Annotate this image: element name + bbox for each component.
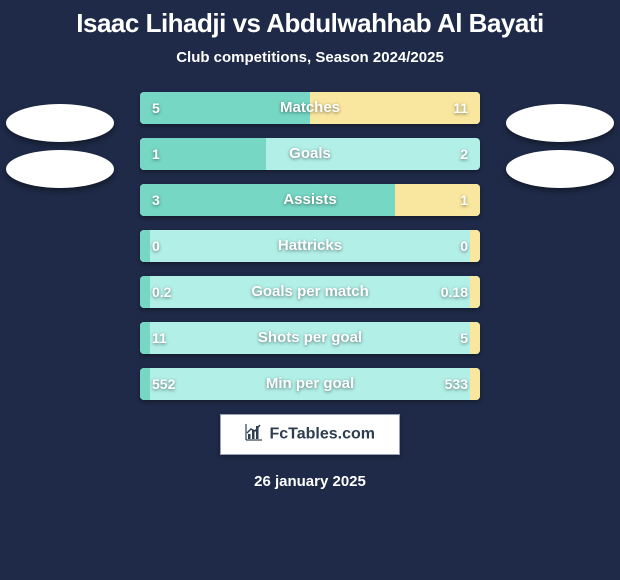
stat-row: Goals1 2 — [140, 138, 480, 170]
comparison-chart: Matches511Goals12Assists31Hattricks00Goa… — [0, 92, 620, 400]
stat-value-right: 2 — [460, 138, 468, 170]
stat-label: Hattricks — [140, 230, 480, 262]
stat-row: Shots per goal11 5 — [140, 322, 480, 354]
page-title: Isaac Lihadji vs Abdulwahhab Al Bayati — [0, 8, 620, 39]
source-name: FcTables.com — [269, 426, 375, 443]
stat-value-right: 533 — [445, 368, 468, 400]
stat-value-left: 0.2 — [152, 276, 171, 308]
stat-label: Goals per match — [140, 276, 480, 308]
stat-value-right: 0.18 — [441, 276, 468, 308]
stat-label: Matches — [140, 92, 480, 124]
player-left-avatar-2 — [6, 150, 114, 188]
stat-row: Hattricks0 0 — [140, 230, 480, 262]
stat-value-left: 5 — [152, 92, 160, 124]
stat-label: Goals — [140, 138, 480, 170]
stat-label: Min per goal — [140, 368, 480, 400]
stat-value-left: 552 — [152, 368, 175, 400]
stat-value-right: 1 — [460, 184, 468, 216]
player-right-avatar-1 — [506, 104, 614, 142]
stat-value-left: 11 — [152, 322, 167, 354]
chart-icon — [245, 423, 263, 446]
stat-label: Shots per goal — [140, 322, 480, 354]
stat-value-right: 5 — [460, 322, 468, 354]
source-logo-box: FcTables.com — [220, 414, 400, 455]
stat-value-right: 11 — [453, 92, 468, 124]
stat-value-right: 0 — [460, 230, 468, 262]
footer: FcTables.com 26 january 2025 — [0, 414, 620, 490]
stat-bars: Matches511Goals12Assists31Hattricks00Goa… — [140, 92, 480, 400]
stat-row: Goals per match0.2 0.18 — [140, 276, 480, 308]
player-left-avatar-1 — [6, 104, 114, 142]
stat-row: Min per goal552 533 — [140, 368, 480, 400]
stat-value-left: 0 — [152, 230, 160, 262]
subtitle: Club competitions, Season 2024/2025 — [0, 49, 620, 66]
snapshot-date: 26 january 2025 — [0, 473, 620, 490]
stat-row: Matches5 11 — [140, 92, 480, 124]
stat-value-left: 1 — [152, 138, 160, 170]
stat-value-left: 3 — [152, 184, 160, 216]
player-right-avatar-2 — [506, 150, 614, 188]
stat-row: Assists3 1 — [140, 184, 480, 216]
stat-label: Assists — [140, 184, 480, 216]
header: Isaac Lihadji vs Abdulwahhab Al Bayati C… — [0, 0, 620, 66]
